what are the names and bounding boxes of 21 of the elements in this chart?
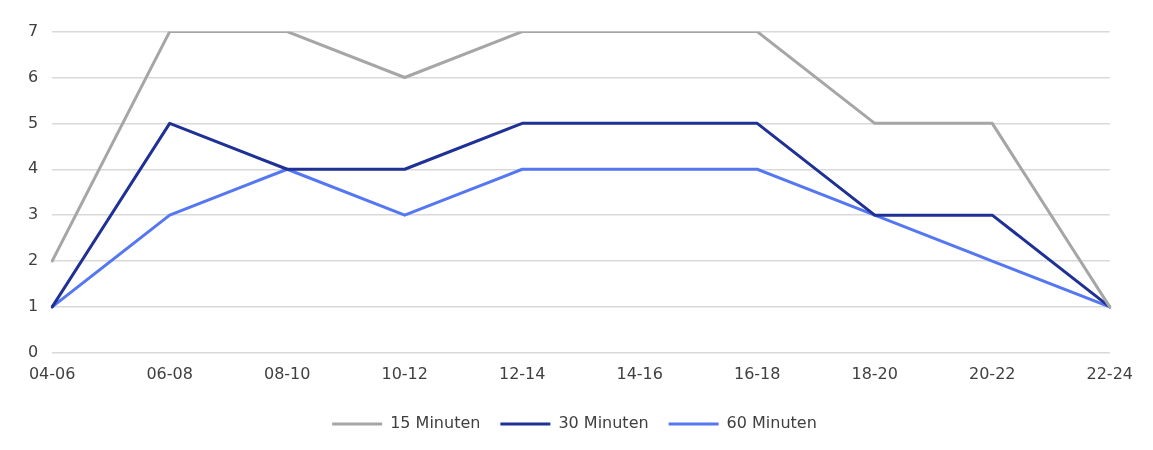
legend-label: 15 Minuten [390,413,481,433]
x-tick-label: 14-16 [616,363,663,383]
x-tick-label: 22-24 [1086,363,1133,383]
y-tick-label: 6 [27,66,39,86]
x-tick-label: 18-20 [851,363,898,383]
legend-label: 30 Minuten [558,413,649,433]
y-tick-label: 3 [27,204,39,224]
y-tick-label: 5 [27,112,39,132]
x-tick-label: 10-12 [381,363,428,383]
y-tick-label: 7 [27,20,39,40]
x-tick-label: 06-08 [146,363,193,383]
y-tick-label: 4 [27,158,39,178]
y-tick-label: 2 [27,250,39,270]
y-tick-label: 0 [27,341,39,361]
legend-label: 60 Minuten [726,413,817,433]
x-tick-label: 20-22 [969,363,1016,383]
x-tick-label: 16-18 [733,363,781,383]
x-tick-label: 08-10 [263,363,311,383]
x-tick-label: 04-06 [28,363,76,383]
y-tick-label: 1 [27,296,39,316]
x-tick-label: 12-14 [498,363,546,383]
